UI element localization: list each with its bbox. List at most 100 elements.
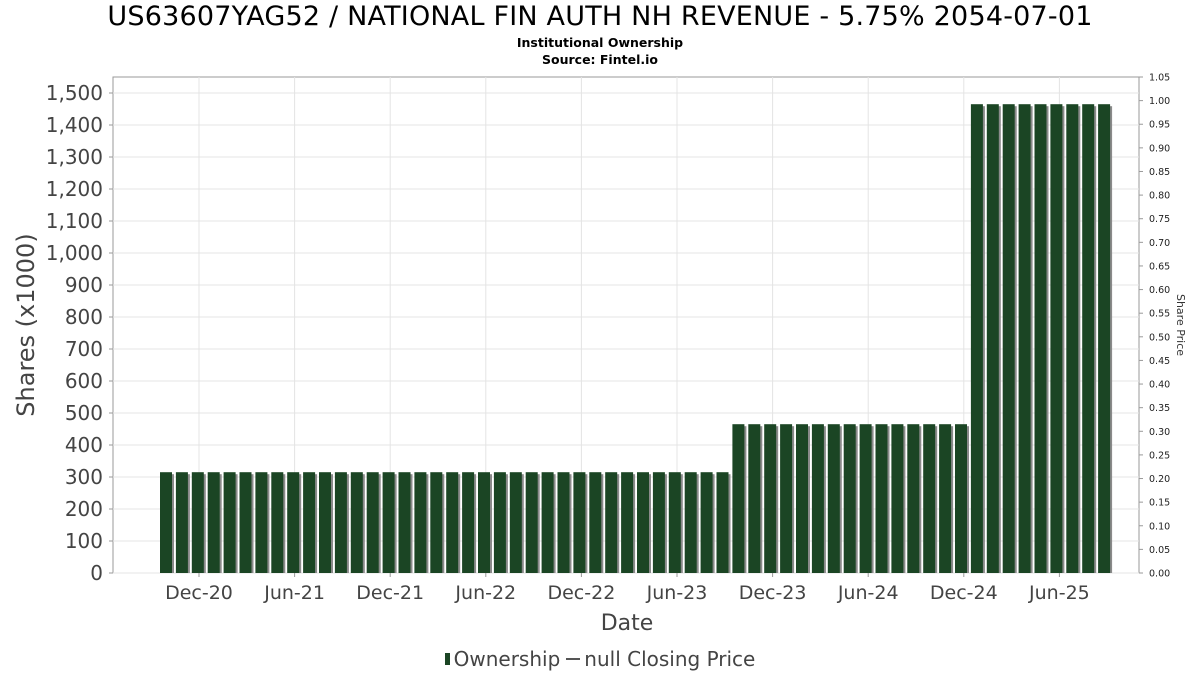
ownership-bar [573, 472, 586, 573]
ownership-bar [716, 472, 729, 573]
ownership-bar [732, 424, 745, 573]
y-tick-label: 400 [65, 433, 103, 457]
y2-tick-label: 0.40 [1149, 380, 1170, 391]
ownership-bar [271, 472, 284, 573]
ownership-bar [859, 424, 872, 573]
y2-tick-label: 0.55 [1149, 309, 1170, 320]
y-tick-label: 1,100 [46, 209, 103, 233]
y2-tick-label: 0.10 [1149, 521, 1170, 532]
ownership-bar [350, 472, 363, 573]
y2-tick-label: 0.35 [1149, 403, 1170, 414]
y2-tick-label: 0.45 [1149, 356, 1170, 367]
y-tick-label: 1,300 [46, 145, 103, 169]
ownership-bar [175, 472, 188, 573]
ownership-bar [764, 424, 777, 573]
y-axis-label: Shares (x1000) [12, 233, 40, 416]
ownership-bar [191, 472, 204, 573]
y2-tick-label: 0.05 [1149, 545, 1170, 556]
ownership-bar [223, 472, 236, 573]
ownership-bar [668, 472, 681, 573]
ownership-bar [589, 472, 602, 573]
ownership-bar [207, 472, 220, 573]
ownership-bar [843, 424, 856, 573]
y2-tick-label: 0.80 [1149, 191, 1170, 202]
ownership-bar [1066, 104, 1079, 573]
y2-tick-label: 0.65 [1149, 261, 1170, 272]
y-tick-label: 500 [65, 401, 103, 425]
ownership-bar [303, 472, 316, 573]
ownership-bar [939, 424, 952, 573]
ownership-bar [1034, 104, 1047, 573]
ownership-bar [398, 472, 411, 573]
ownership-bar [970, 104, 983, 573]
ownership-bar [1050, 104, 1063, 573]
ownership-bar [748, 424, 761, 573]
legend-ownership-label: Ownership [453, 647, 561, 671]
y2-tick-label: 0.25 [1149, 450, 1170, 461]
ownership-bar [827, 424, 840, 573]
ownership-bar [509, 472, 522, 573]
ownership-bar [287, 472, 300, 573]
ownership-bar [382, 472, 395, 573]
ownership-bar [1098, 104, 1111, 573]
legend: Ownership null Closing Price [0, 647, 1200, 671]
x-tick-label: Jun-24 [837, 582, 899, 604]
y2-tick-label: 0.50 [1149, 332, 1170, 343]
bars [160, 104, 1113, 573]
ownership-bar [1018, 104, 1031, 573]
ownership-bar [462, 472, 475, 573]
ownership-bar [334, 472, 347, 573]
ownership-bar [891, 424, 904, 573]
ownership-bar [796, 424, 808, 573]
y2-tick-label: 0.75 [1149, 214, 1170, 225]
ownership-bar [637, 472, 649, 573]
y-tick-label: 100 [65, 529, 103, 553]
y-tick-label: 300 [65, 465, 103, 489]
y2-axis: 0.00 0.05 0.10 0.15 0.20 0.25 0.30 0.35 0.40 0.45… [1139, 73, 1170, 580]
ownership-bar [1002, 104, 1015, 573]
y2-tick-label: 0.60 [1149, 285, 1170, 296]
chart-subtitle: Institutional Ownership [516, 35, 684, 50]
x-tick-label: Jun-22 [454, 582, 516, 604]
y2-tick-label: 0.20 [1149, 474, 1170, 485]
ownership-bar [430, 472, 443, 573]
ownership-bar [605, 472, 618, 573]
ownership-bar [478, 472, 490, 573]
ownership-bar [525, 472, 538, 573]
y2-axis-label: Share Price [1174, 294, 1187, 356]
ownership-bar [366, 472, 379, 573]
x-tick-label: Dec-20 [165, 582, 233, 604]
ownership-bar [255, 472, 268, 573]
y-tick-label: 800 [65, 305, 103, 329]
ownership-bar [986, 104, 999, 573]
y-tick-label: 1,000 [46, 241, 103, 265]
y2-tick-label: 0.95 [1149, 120, 1170, 131]
x-tick-label: Dec-23 [739, 582, 807, 604]
ownership-bar [700, 472, 713, 573]
ownership-bar [652, 472, 665, 573]
x-axis-label: Date [601, 611, 654, 636]
y2-tick-label: 1.05 [1149, 73, 1170, 84]
legend-price-swatch [566, 658, 581, 660]
chart-source: Source: Fintel.io [542, 52, 658, 67]
y2-tick-label: 0.70 [1149, 238, 1170, 249]
y-tick-label: 1,400 [46, 113, 103, 137]
y2-tick-label: 0.90 [1149, 143, 1170, 154]
x-axis: Dec-20 Jun-21 Dec-21 Jun-22 Dec-22 Jun-23 Dec-… [165, 573, 1090, 604]
x-tick-label: Dec-22 [547, 582, 615, 604]
ownership-bar [955, 424, 967, 573]
ownership-bar [239, 472, 252, 573]
x-tick-label: Dec-24 [930, 582, 998, 604]
y-axis: 0 100 200 300 400 500 600 700 800 900 1,000 1,100 1,… [46, 81, 113, 585]
y-tick-label: 0 [90, 561, 103, 585]
chart-title: US63607YAG52 / NATIONAL FIN AUTH NH REVE… [107, 1, 1093, 32]
y-tick-label: 600 [65, 369, 103, 393]
ownership-bar [875, 424, 888, 573]
ownership-bar [493, 472, 506, 573]
ownership-bar [557, 472, 570, 573]
y-tick-label: 1,200 [46, 177, 103, 201]
y2-tick-label: 0.85 [1149, 167, 1170, 178]
ownership-bar [541, 472, 554, 573]
ownership-bar [319, 472, 331, 573]
y-tick-label: 700 [65, 337, 103, 361]
